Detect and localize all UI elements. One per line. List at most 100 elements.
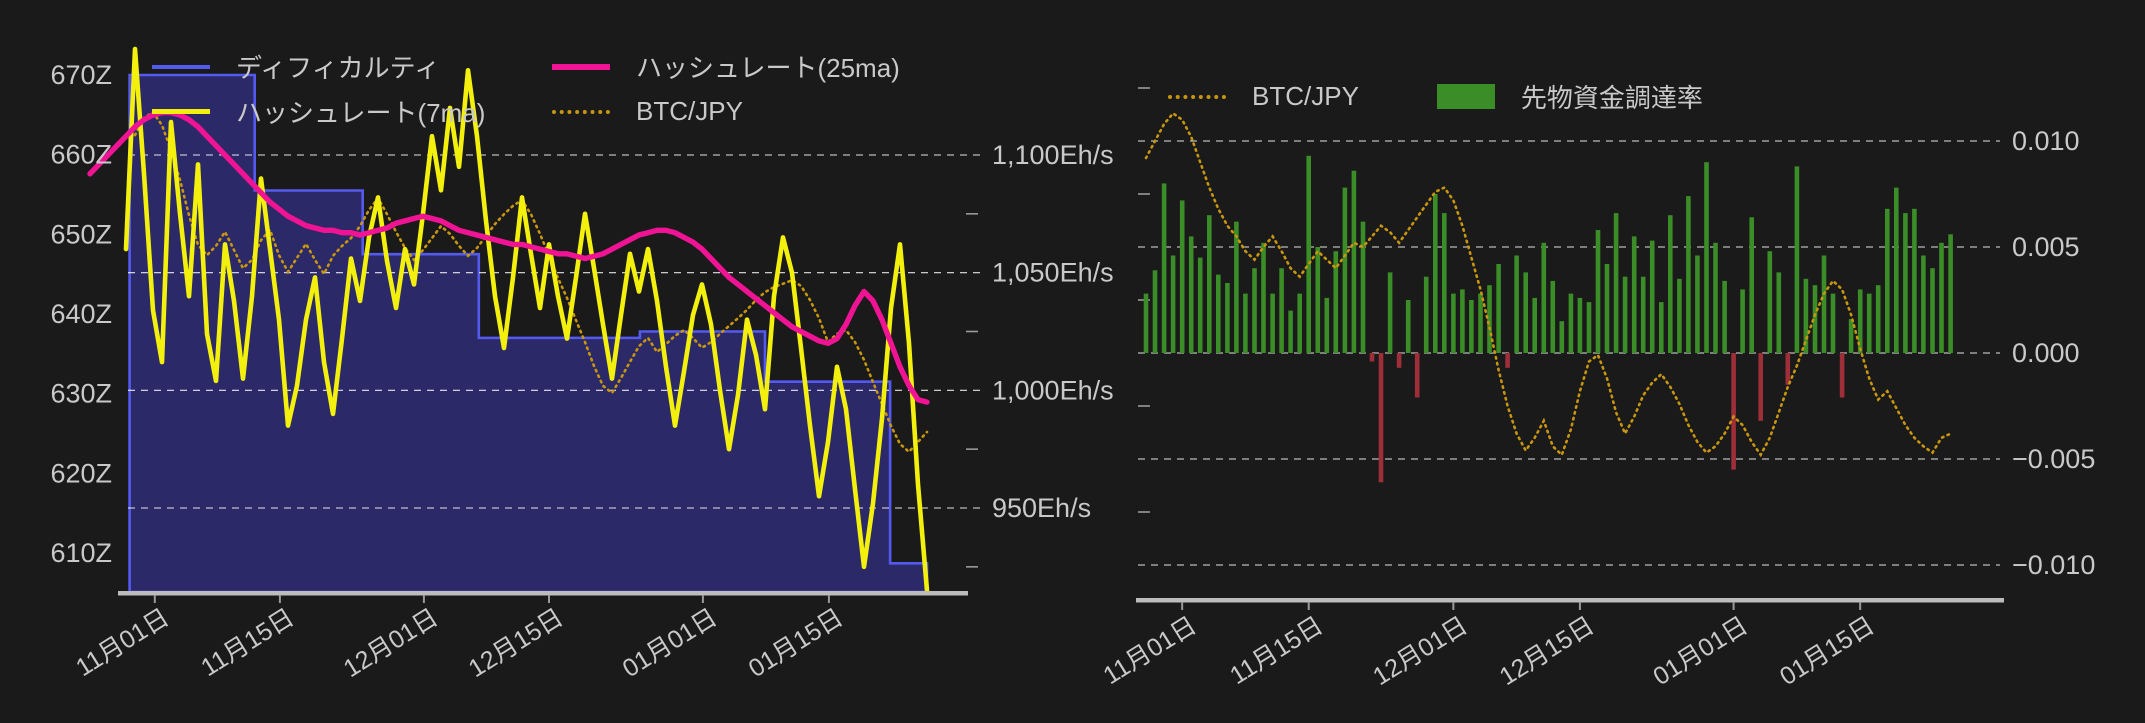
funding-rate-bar: [1496, 264, 1501, 353]
x-axis-date-label: 11月15日: [1225, 611, 1328, 690]
funding-rate-bar: [1523, 272, 1528, 353]
funding-rate-bar: [1677, 278, 1682, 353]
legend-label-funding-rate: 先物資金調達率: [1520, 83, 1703, 113]
funding-rate-bar: [1803, 278, 1809, 353]
funding-rate-bar: [1225, 283, 1230, 353]
funding-rate-bar: [1351, 170, 1357, 353]
funding-rate-bar: [1885, 208, 1890, 353]
right-y-axis-label: 1,100Eh/s: [992, 140, 1114, 170]
left-y-axis-label: 640Z: [50, 299, 112, 329]
x-axis-date-label: 01月15日: [744, 603, 848, 683]
funding-axis-label: 0.005: [2012, 232, 2080, 262]
funding-rate-bar: [1776, 272, 1782, 353]
x-axis-date-label: 01月01日: [1648, 611, 1752, 691]
legend-item-hashrate-25ma[interactable]: ハッシュレート(25ma): [552, 48, 900, 85]
funding-rate-bar: [1243, 293, 1248, 353]
funding-rate-bar: [1234, 221, 1239, 353]
funding-rate-bar: [1396, 353, 1402, 368]
funding-rate-bar: [1270, 293, 1275, 353]
funding-rate-bar: [1333, 251, 1339, 353]
funding-rate-bar: [1713, 242, 1718, 353]
funding-rate-bar: [1541, 242, 1547, 353]
right-y-axis-label: 1,000Eh/s: [992, 375, 1114, 405]
left-y-axis-label: 620Z: [50, 458, 112, 488]
funding-rate-bar: [1894, 187, 1899, 353]
left-y-axis-label: 610Z: [50, 538, 112, 568]
funding-rate-bar: [1613, 213, 1619, 353]
funding-rate-bar: [1866, 293, 1872, 353]
funding-rate-bar: [1369, 353, 1375, 362]
legend-item-difficulty[interactable]: ディフィカルティ: [152, 48, 552, 85]
left-chart-x-axis-line: [118, 591, 968, 596]
funding-rate-bar: [1812, 285, 1818, 353]
left-chart-legend: ディフィカルティ ハッシュレート(25ma) ハッシュレート(7ma) BTC/…: [152, 48, 900, 130]
x-axis-date-label: 11月15日: [196, 603, 299, 682]
btcjpy-dotted-swatch-icon: [1168, 94, 1226, 99]
funding-rate-bar: [1324, 297, 1330, 353]
funding-rate-bar: [1749, 217, 1754, 353]
funding-rate-bar: [1785, 353, 1791, 385]
left-y-axis-label: 630Z: [50, 379, 112, 409]
funding-rate-bar: [1550, 280, 1556, 353]
funding-rate-bar: [1469, 300, 1474, 353]
funding-rate-bar: [1758, 353, 1763, 421]
right-chart-x-axis-line: [1136, 598, 2004, 603]
funding-rate-bar: [1387, 272, 1393, 353]
funding-rate-bar: [1188, 236, 1194, 353]
funding-rate-bar: [1297, 293, 1302, 353]
x-axis-date-label: 11月01日: [1099, 611, 1202, 690]
legend-item-funding-rate[interactable]: 先物資金調達率: [1436, 78, 1703, 115]
funding-rate-bar: [1405, 300, 1411, 353]
funding-rate-bar: [1767, 251, 1773, 353]
btcjpy-dotted-line-right: [1144, 111, 1952, 458]
funding-rate-bar: [1315, 247, 1321, 353]
funding-rate-bar: [1216, 274, 1221, 353]
funding-rate-bar: [1460, 289, 1465, 353]
funding-rate-bar: [1848, 319, 1854, 353]
funding-rate-bar: [1649, 240, 1655, 353]
funding-rate-bar: [1903, 213, 1908, 353]
legend-item-hashrate-7ma[interactable]: ハッシュレート(7ma): [152, 93, 552, 130]
x-axis-date-label: 11月01日: [71, 603, 174, 682]
funding-rate-bar: [1478, 293, 1483, 353]
funding-rate-bar: [1921, 255, 1926, 353]
funding-rate-bar: [1568, 293, 1574, 353]
funding-rate-bar: [1252, 268, 1257, 353]
funding-rate-bar: [1378, 353, 1384, 483]
hashrate-25ma-line-swatch-icon: [552, 63, 610, 70]
funding-rate-bar: [1939, 242, 1944, 353]
left-y-axis-label: 660Z: [50, 140, 112, 170]
funding-rate-bar: [1668, 215, 1673, 353]
funding-rate-bar: [1930, 268, 1935, 353]
funding-rate-bar: [1948, 234, 1953, 353]
funding-rate-bar: [1152, 270, 1158, 353]
funding-rate-bar: [1577, 297, 1583, 353]
funding-rate-bar: [1704, 162, 1709, 353]
x-axis-date-label: 12月15日: [1495, 611, 1599, 691]
funding-rate-bar: [1451, 293, 1456, 353]
right-y-axis-label: 1,050Eh/s: [992, 258, 1114, 288]
funding-axis-label: −0.010: [2012, 550, 2095, 580]
legend-label-btcjpy-right: BTC/JPY: [1252, 81, 1359, 111]
funding-rate-bar: [1423, 276, 1429, 353]
legend-item-btcjpy-right[interactable]: BTC/JPY: [1168, 81, 1359, 112]
funding-rate-bar: [1631, 236, 1637, 353]
funding-axis-label: 0.010: [2012, 126, 2080, 156]
funding-rate-bar: [1595, 230, 1601, 353]
funding-rate-bar: [1821, 255, 1827, 353]
funding-rate-bar: [1731, 353, 1736, 470]
funding-rate-bar: [1659, 302, 1664, 353]
funding-rate-bar: [1143, 293, 1149, 353]
hashrate-7ma-line: [123, 46, 930, 593]
funding-rate-bar: [1279, 268, 1284, 353]
btcjpy-dotted-swatch-icon: [552, 109, 610, 114]
funding-rate-bar: [1514, 255, 1519, 353]
funding-rate-bar: [1197, 257, 1203, 353]
left-y-axis-label: 670Z: [50, 60, 112, 90]
legend-item-btcjpy-left[interactable]: BTC/JPY: [552, 96, 900, 127]
funding-rate-bar: [1695, 255, 1700, 353]
x-axis-date-label: 12月15日: [464, 603, 568, 683]
funding-rate-bar-swatch-icon: [1436, 84, 1495, 109]
funding-axis-label: −0.005: [2012, 444, 2095, 474]
funding-rate-bar: [1179, 200, 1185, 353]
